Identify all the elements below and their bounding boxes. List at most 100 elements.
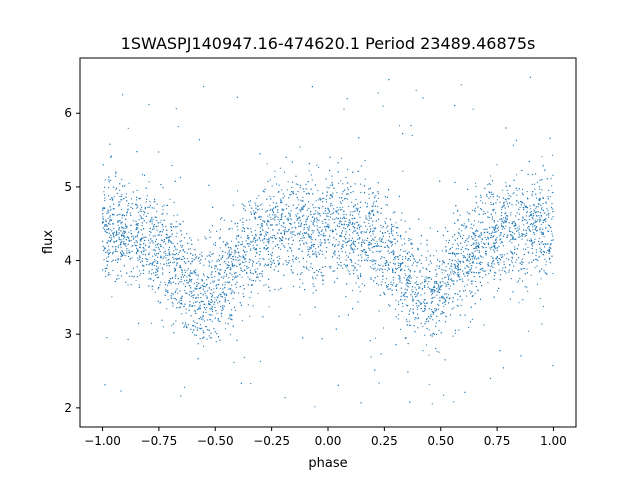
data-point <box>243 204 245 206</box>
data-point <box>241 261 244 263</box>
data-point <box>349 228 351 231</box>
data-point <box>180 278 182 281</box>
data-point <box>261 203 263 205</box>
data-point <box>491 264 493 266</box>
data-point <box>290 191 293 193</box>
data-point <box>297 212 299 215</box>
data-point <box>152 262 154 264</box>
data-point <box>215 266 217 268</box>
data-point <box>192 296 194 299</box>
data-point <box>237 248 239 250</box>
data-point <box>547 230 549 232</box>
data-point <box>515 261 517 263</box>
data-point <box>106 267 108 269</box>
data-point <box>359 238 361 240</box>
data-point <box>202 330 204 332</box>
data-point <box>354 227 356 229</box>
data-point <box>153 228 155 230</box>
data-point <box>324 235 326 237</box>
data-point <box>534 211 537 213</box>
data-point <box>222 255 224 257</box>
data-point <box>161 213 163 215</box>
data-point <box>417 300 420 302</box>
data-point <box>534 258 536 260</box>
data-point <box>399 125 401 127</box>
data-point <box>499 235 501 237</box>
data-point <box>486 195 488 198</box>
data-point <box>105 231 107 233</box>
data-point <box>232 297 234 300</box>
data-point <box>141 225 143 227</box>
data-point <box>428 354 430 356</box>
data-point <box>551 230 553 232</box>
data-point <box>531 193 533 195</box>
data-point <box>296 273 298 275</box>
data-point <box>215 341 217 343</box>
data-point <box>368 219 370 221</box>
data-point <box>251 241 253 243</box>
data-point <box>307 251 310 253</box>
data-point <box>510 195 512 198</box>
data-point <box>265 231 267 233</box>
data-point <box>103 225 106 227</box>
data-point <box>117 220 119 222</box>
data-point <box>430 302 432 304</box>
data-point <box>504 227 506 230</box>
data-point <box>467 271 469 273</box>
data-point <box>157 225 159 227</box>
data-point <box>510 239 512 241</box>
data-point <box>267 221 269 223</box>
data-point <box>232 290 234 292</box>
data-point <box>234 249 236 251</box>
data-point <box>418 286 420 288</box>
data-point <box>441 284 443 287</box>
data-point <box>434 296 436 298</box>
data-point <box>121 199 123 201</box>
data-point <box>222 288 224 290</box>
data-point <box>347 193 349 195</box>
data-point <box>511 238 513 240</box>
data-point <box>445 270 447 272</box>
data-point <box>216 260 218 262</box>
data-point <box>232 256 234 258</box>
data-point <box>511 257 513 259</box>
data-point <box>382 241 384 244</box>
data-point <box>250 383 252 385</box>
data-point <box>262 220 264 222</box>
data-point <box>377 245 379 247</box>
data-point <box>152 235 154 237</box>
data-point <box>316 228 318 230</box>
data-point <box>231 289 233 291</box>
data-point <box>539 229 541 231</box>
data-point <box>512 193 514 195</box>
data-point <box>420 308 422 310</box>
data-point <box>496 257 498 259</box>
data-point <box>315 277 317 279</box>
data-point <box>175 226 177 228</box>
data-point <box>496 236 498 238</box>
data-point <box>138 284 140 286</box>
data-point <box>261 273 263 275</box>
data-point <box>452 297 454 299</box>
data-point <box>354 248 356 250</box>
data-point <box>546 243 548 245</box>
data-point <box>542 243 544 245</box>
data-point <box>178 301 180 303</box>
data-point <box>478 213 480 215</box>
data-point <box>354 245 356 247</box>
data-point <box>396 267 398 269</box>
data-point <box>500 223 502 225</box>
data-point <box>191 331 194 333</box>
data-point <box>248 242 250 244</box>
data-point <box>468 249 470 251</box>
data-point <box>177 253 179 255</box>
data-point <box>474 207 476 209</box>
data-point <box>311 86 313 88</box>
data-point <box>154 291 156 293</box>
data-point <box>244 209 246 211</box>
data-point <box>407 265 409 268</box>
data-point <box>240 267 242 269</box>
data-point <box>399 277 401 279</box>
data-point <box>508 198 510 200</box>
data-point <box>218 238 220 240</box>
